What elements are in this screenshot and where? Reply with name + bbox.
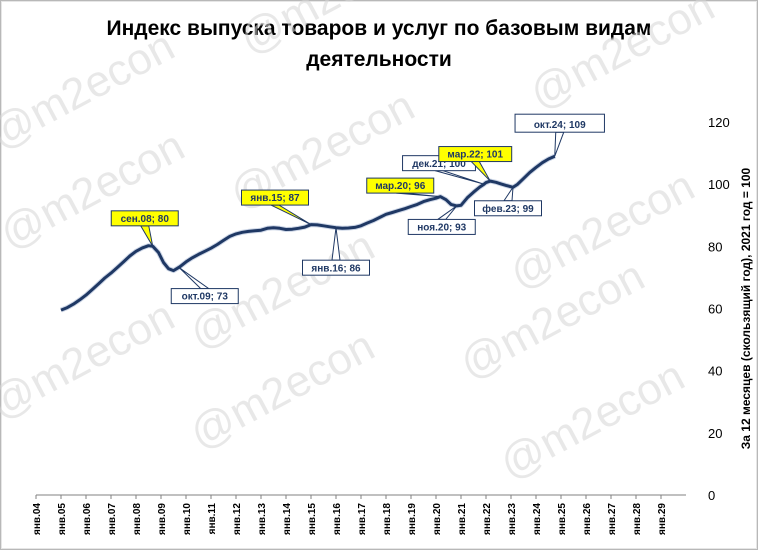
- callout-pointer: [554, 131, 565, 157]
- callout-pointer: [179, 267, 211, 290]
- axes: 0 20 40 60 80 100 120 янв.04 янв.05 янв.06 янв.07 я…: [32, 115, 753, 535]
- data-callout: сен.08; 80: [110, 210, 179, 247]
- callout-pointer: [396, 192, 441, 198]
- x-tick-label: янв.05: [57, 503, 68, 535]
- callout-box: [438, 146, 513, 163]
- data-callout: окт.24; 109: [514, 113, 605, 157]
- data-callout: янв.16; 86: [302, 227, 370, 276]
- callout-pointer: [270, 204, 312, 226]
- x-tick-label: янв.18: [382, 503, 393, 535]
- watermark-text: @m2econ: [492, 351, 693, 489]
- series-line: [60, 154, 556, 312]
- y-tick-label: 120: [708, 115, 730, 130]
- y-tick-label: 0: [708, 488, 715, 503]
- x-tick-label: янв.04: [32, 503, 43, 535]
- x-tick-label: янв.20: [432, 503, 443, 535]
- callout-label: мар.20; 96: [375, 181, 426, 192]
- x-tick-label: янв.12: [232, 503, 243, 535]
- data-callout: янв.15; 87: [241, 189, 312, 226]
- y-tick-label: 20: [708, 426, 722, 441]
- callout-box: [407, 218, 476, 235]
- data-callout: мар.20; 96: [366, 177, 441, 198]
- watermark-text: @m2econ: [0, 291, 182, 429]
- x-tick-label: янв.19: [407, 503, 418, 535]
- y-tick-label: 100: [708, 177, 730, 192]
- callout-label: фев.23; 99: [482, 203, 534, 215]
- x-tick-label: янв.27: [607, 503, 618, 535]
- x-tick-label: янв.25: [557, 503, 568, 535]
- x-tick-label: янв.10: [182, 503, 193, 535]
- callout-label: сен.08; 80: [121, 214, 170, 225]
- callout-pointer: [436, 205, 458, 220]
- x-tick-label: янв.22: [482, 503, 493, 535]
- x-tick-label: янв.09: [157, 503, 168, 535]
- callout-label: окт.09; 73: [182, 292, 229, 303]
- x-tick-label: янв.21: [457, 503, 468, 535]
- x-tick-label: янв.28: [632, 503, 643, 535]
- callout-label: дек.21; 100: [412, 159, 466, 170]
- callout-box: [366, 177, 435, 194]
- data-callout: мар.22; 101: [438, 146, 513, 182]
- callout-pointer: [503, 185, 514, 202]
- chart-title-line-2: деятельности: [306, 48, 452, 71]
- callout-label: мар.22; 101: [447, 150, 503, 161]
- callout-box: [474, 200, 542, 217]
- callout-box: [110, 210, 179, 227]
- data-callout: ноя.20; 93: [407, 205, 476, 235]
- callout-box: [170, 288, 239, 305]
- watermark-layer: @m2econ @m2econ@m2econ @m2econ@m2econ@m2ec…: [0, 0, 722, 489]
- callout-label: окт.24; 109: [534, 120, 586, 131]
- x-tick-label: янв.07: [107, 503, 118, 535]
- series-layer: [60, 153, 556, 313]
- callout-label: янв.16; 86: [311, 263, 361, 274]
- x-tick-label: янв.13: [257, 503, 268, 535]
- y-axis-label: За 12 месяцев (скользящий год), 2021 год…: [739, 167, 753, 449]
- callout-label: ноя.20; 93: [417, 223, 466, 234]
- y-tick-label: 40: [708, 364, 722, 379]
- y-tick-label: 80: [708, 239, 722, 254]
- data-callout: окт.09; 73: [170, 267, 239, 305]
- x-tick-label: янв.06: [82, 503, 93, 535]
- annotations-layer: сен.08; 80 окт.09; 73 янв.15; 87 янв.16; 86…: [110, 113, 605, 305]
- chart-title-line-1: Индекс выпуска товаров и услуг по базовы…: [106, 17, 652, 40]
- chart-title: Индекс выпуска товаров и услуг по базовы…: [0, 13, 758, 75]
- x-tick-label: янв.26: [582, 503, 593, 535]
- x-tick-label: янв.14: [282, 503, 293, 535]
- callout-box: [514, 113, 605, 133]
- callout-label: янв.15; 87: [250, 193, 300, 204]
- x-tick-label: янв.08: [132, 503, 143, 535]
- callout-pointer: [434, 170, 485, 185]
- x-tick-label: янв.11: [207, 503, 218, 535]
- x-tick-label: янв.23: [507, 503, 518, 535]
- callout-box: [241, 189, 309, 206]
- callout-pointer: [470, 161, 491, 182]
- x-tick-label: янв.29: [657, 503, 668, 535]
- y-tick-label: 60: [708, 302, 722, 317]
- watermark-text: @m2econ: [232, 0, 433, 64]
- x-tick-label: янв.16: [332, 503, 343, 535]
- callout-box: [302, 259, 370, 276]
- x-tick-label: янв.15: [307, 503, 318, 535]
- watermark-text: @m2econ: [522, 0, 723, 119]
- x-tick-label: янв.24: [532, 503, 543, 535]
- callout-pointer: [139, 225, 154, 247]
- x-tick-label: янв.17: [357, 503, 368, 535]
- data-callout: фев.23; 99: [474, 185, 542, 217]
